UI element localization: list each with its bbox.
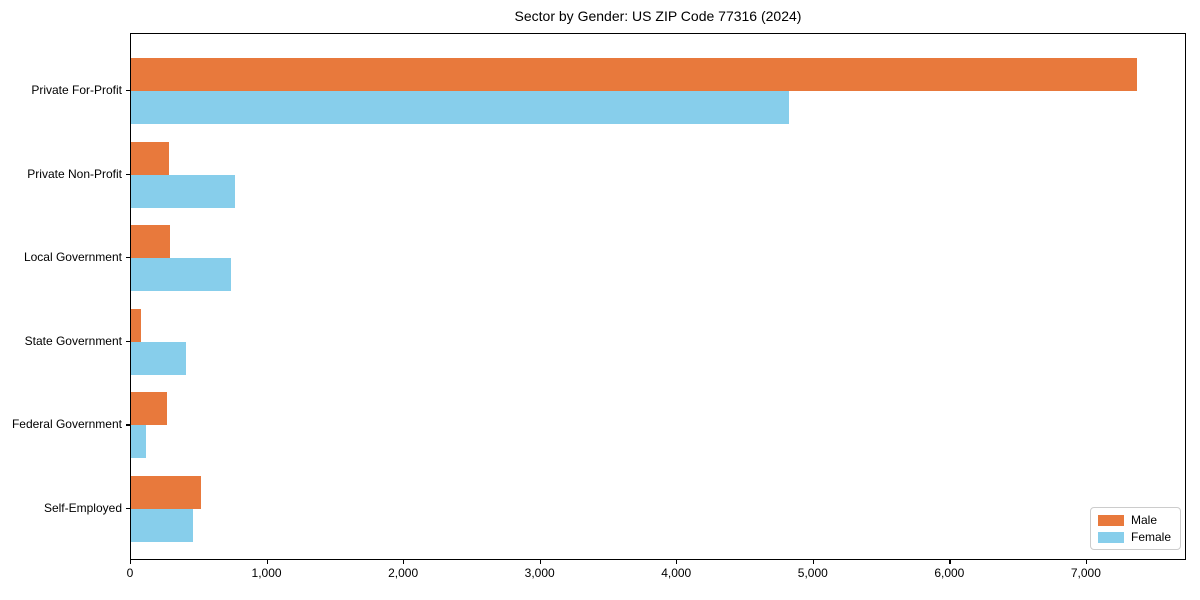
y-tick-mark: [126, 424, 130, 426]
bar-male-1: [131, 58, 1137, 91]
x-tick-mark: [403, 560, 405, 564]
x-tick-label: 2,000: [388, 566, 419, 580]
legend-swatch-female: [1097, 531, 1124, 543]
x-tick-mark: [949, 560, 951, 564]
bar-female-5: [131, 425, 147, 459]
x-tick-label: 4,000: [661, 566, 692, 580]
x-tick-mark: [1085, 560, 1088, 564]
legend-label: Female: [1130, 530, 1171, 544]
x-tick-label: 7,000: [1070, 566, 1101, 580]
x-tick-label: 3,000: [524, 566, 555, 580]
legend-item-male: Male: [1097, 513, 1171, 527]
x-tick-mark: [539, 560, 541, 564]
y-tick-label: Self-Employed: [43, 501, 122, 515]
y-tick-mark: [126, 257, 130, 259]
bar-female-6: [131, 509, 194, 542]
bar-female-4: [131, 341, 187, 375]
y-tick-mark: [126, 173, 130, 175]
x-tick-mark: [812, 560, 814, 564]
legend-item-female: Female: [1097, 530, 1171, 544]
bar-male-2: [131, 141, 169, 175]
x-tick-label: 1,000: [251, 566, 282, 580]
y-tick-mark: [126, 340, 130, 342]
bar-female-1: [131, 91, 789, 124]
y-tick-label: Private Non-Profit: [27, 166, 122, 181]
x-tick-mark: [676, 560, 678, 564]
x-tick-mark: [130, 560, 132, 564]
bar-female-2: [131, 174, 235, 208]
chart-title: Sector by Gender: US ZIP Code 77316 (202…: [514, 8, 802, 24]
y-tick-label: State Government: [24, 333, 122, 348]
x-tick-label: 0: [126, 566, 134, 580]
plot-area: Male Female: [130, 33, 1186, 560]
legend: Male Female: [1089, 507, 1181, 550]
y-tick-label: Private For-Profit: [31, 83, 122, 97]
y-tick-mark: [126, 90, 130, 92]
legend-label: Male: [1130, 513, 1157, 527]
y-tick-label: Federal Government: [11, 417, 122, 432]
bar-female-3: [131, 258, 232, 292]
bar-male-5: [131, 392, 167, 426]
y-tick-mark: [126, 508, 130, 510]
bar-male-3: [131, 225, 170, 259]
x-tick-label: 5,000: [797, 566, 828, 580]
x-tick-label: 6,000: [934, 566, 965, 580]
bar-male-6: [131, 476, 202, 509]
legend-swatch-male: [1097, 514, 1124, 526]
x-tick-mark: [266, 560, 268, 564]
y-tick-label: Local Government: [23, 250, 122, 265]
bar-male-4: [131, 308, 142, 342]
